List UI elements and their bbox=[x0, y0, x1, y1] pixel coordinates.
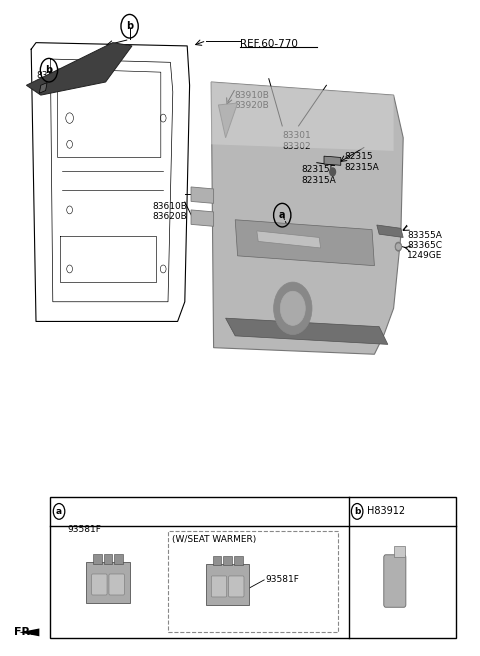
Text: FR.: FR. bbox=[14, 627, 35, 638]
Text: b: b bbox=[126, 21, 133, 31]
Polygon shape bbox=[211, 82, 394, 151]
Text: 93581F: 93581F bbox=[265, 575, 299, 584]
FancyBboxPatch shape bbox=[395, 546, 405, 558]
Text: H83912: H83912 bbox=[367, 506, 405, 516]
Circle shape bbox=[395, 242, 402, 251]
Text: 82315E
82315A: 82315E 82315A bbox=[301, 165, 336, 185]
Polygon shape bbox=[226, 318, 388, 344]
FancyBboxPatch shape bbox=[228, 576, 244, 597]
Circle shape bbox=[280, 291, 305, 325]
Circle shape bbox=[396, 244, 400, 249]
Text: 1249GE: 1249GE bbox=[407, 251, 443, 260]
Text: 83910B
83920B: 83910B 83920B bbox=[234, 91, 269, 110]
Text: 93581F: 93581F bbox=[67, 525, 101, 534]
Text: b: b bbox=[354, 507, 360, 516]
Polygon shape bbox=[191, 210, 214, 226]
Text: (W/SEAT WARMER): (W/SEAT WARMER) bbox=[172, 535, 256, 544]
FancyBboxPatch shape bbox=[104, 554, 112, 564]
Polygon shape bbox=[26, 43, 132, 95]
Text: a: a bbox=[279, 210, 286, 220]
FancyBboxPatch shape bbox=[206, 564, 249, 605]
Polygon shape bbox=[211, 82, 403, 354]
Polygon shape bbox=[218, 103, 238, 138]
Polygon shape bbox=[324, 156, 341, 165]
FancyBboxPatch shape bbox=[384, 555, 406, 607]
Text: 83301
83302: 83301 83302 bbox=[282, 131, 311, 151]
Text: 83610B
83620B: 83610B 83620B bbox=[153, 202, 188, 222]
FancyBboxPatch shape bbox=[211, 576, 227, 597]
Polygon shape bbox=[39, 83, 47, 93]
Text: a: a bbox=[56, 507, 62, 516]
FancyBboxPatch shape bbox=[114, 554, 123, 564]
Polygon shape bbox=[19, 628, 39, 636]
Polygon shape bbox=[257, 231, 321, 248]
FancyBboxPatch shape bbox=[86, 562, 130, 603]
Text: b: b bbox=[46, 65, 52, 75]
Circle shape bbox=[274, 282, 312, 335]
Text: 83355A
83365C: 83355A 83365C bbox=[407, 231, 442, 251]
FancyBboxPatch shape bbox=[223, 556, 232, 565]
FancyBboxPatch shape bbox=[213, 556, 221, 565]
Text: REF.60-770: REF.60-770 bbox=[240, 39, 298, 49]
Text: 82315
82315A: 82315 82315A bbox=[345, 152, 379, 172]
Polygon shape bbox=[191, 187, 214, 203]
Text: 83352A
83362A: 83352A 83362A bbox=[36, 71, 71, 91]
FancyBboxPatch shape bbox=[92, 574, 107, 595]
FancyBboxPatch shape bbox=[234, 556, 242, 565]
FancyBboxPatch shape bbox=[93, 554, 102, 564]
Polygon shape bbox=[377, 225, 403, 237]
Circle shape bbox=[330, 168, 336, 176]
Polygon shape bbox=[235, 220, 374, 266]
FancyBboxPatch shape bbox=[109, 574, 124, 595]
FancyBboxPatch shape bbox=[50, 497, 456, 638]
